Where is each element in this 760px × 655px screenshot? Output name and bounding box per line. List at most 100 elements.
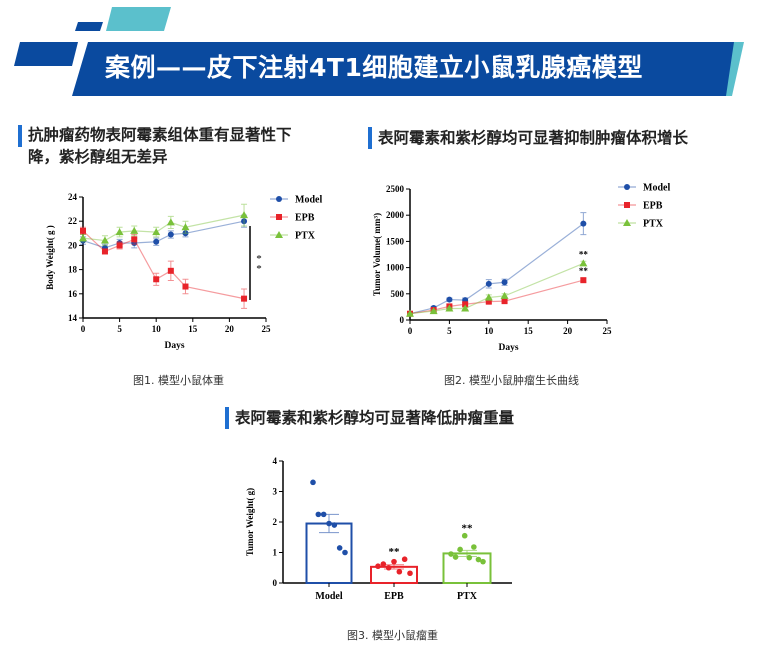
data-point: [480, 558, 486, 565]
data-point: [240, 211, 249, 219]
x-tick-label: 10: [152, 324, 162, 334]
legend-label: EPB: [643, 201, 663, 212]
y-tick-label: 22: [68, 216, 78, 226]
data-point: [407, 570, 413, 577]
data-point: [406, 309, 414, 317]
data-point: [315, 511, 322, 518]
data-point: [624, 184, 630, 190]
data-point: [115, 228, 124, 236]
x-tick-label: 25: [603, 326, 613, 336]
data-point: [462, 301, 469, 308]
x-tick-label: 5: [447, 326, 452, 336]
data-point: [275, 231, 283, 238]
significance-mark: **: [579, 266, 589, 276]
legend-label: PTX: [643, 219, 664, 230]
data-point: [466, 554, 473, 561]
data-point: [500, 291, 509, 299]
tumor-volume-chart: 0 500 1000 1500 2000 2500 0 5 10 15 20 25 Tumor Volu…: [372, 183, 670, 354]
x-tick-label: 15: [188, 324, 198, 334]
heading-marker: [225, 407, 229, 429]
y-tick-label: 24: [68, 192, 78, 202]
x-axis-label: Days: [498, 343, 518, 353]
heading-line: 抗肿瘤药物表阿霉素组体重有显著性下: [28, 126, 292, 144]
data-point: [276, 214, 282, 220]
x-tick-label: 20: [563, 326, 573, 336]
series-line: [82, 214, 245, 242]
significance-mark: *: [256, 253, 262, 265]
heading-line: 降，紫杉醇组无差异: [28, 148, 168, 166]
data-point: [501, 298, 508, 305]
data-point: [130, 226, 139, 234]
data-point: [380, 561, 387, 567]
data-point: [336, 545, 343, 551]
series-line: [409, 223, 584, 315]
data-point: [375, 563, 381, 570]
data-point: [446, 296, 453, 303]
data-point: [457, 546, 463, 553]
data-point: [396, 568, 403, 575]
section1-heading: 抗肿瘤药物表阿霉素组体重有显著性下 降，紫杉醇组无差异: [28, 124, 292, 168]
x-tick-label: 15: [524, 326, 534, 336]
data-point: [101, 248, 108, 255]
x-axis-label: Days: [164, 341, 184, 351]
data-point: [320, 511, 327, 518]
category-label: EPB: [384, 591, 404, 602]
data-point: [485, 280, 492, 287]
y-tick-label: 1000: [386, 263, 405, 273]
y-tick-label: 2: [273, 517, 278, 527]
significance-mark: **: [462, 523, 474, 535]
y-tick-label: 18: [68, 265, 78, 275]
data-point: [342, 549, 348, 556]
data-point: [153, 276, 160, 283]
data-point: [116, 242, 123, 249]
category-label: PTX: [457, 591, 478, 602]
heading-marker: [368, 127, 372, 149]
data-point: [131, 236, 138, 243]
x-tick-label: 10: [484, 326, 494, 336]
data-point: [152, 228, 161, 236]
data-point: [79, 234, 87, 242]
legend-label: EPB: [295, 213, 315, 224]
data-point: [501, 279, 508, 286]
figure2-caption: 图2. 模型小鼠肿瘤生长曲线: [444, 374, 579, 387]
banner-title: 案例——皮下注射4T1细胞建立小鼠乳腺癌模型: [105, 53, 643, 82]
y-tick-label: 2000: [386, 210, 405, 220]
data-point: [452, 554, 459, 560]
data-point: [167, 231, 174, 238]
data-point: [485, 298, 492, 305]
data-point: [624, 202, 630, 208]
data-point: [623, 219, 631, 226]
heading-marker: [18, 125, 22, 147]
data-point: [331, 522, 338, 528]
banner-graphic: [14, 7, 744, 96]
significance-mark: **: [579, 249, 589, 259]
y-tick-label: 0: [273, 578, 278, 588]
y-tick-label: 20: [68, 240, 78, 250]
figure3-caption: 图3. 模型小鼠瘤重: [347, 629, 438, 642]
data-point: [241, 295, 248, 302]
y-tick-label: 2500: [386, 184, 405, 194]
y-tick-label: 1500: [386, 236, 405, 246]
data-point: [391, 558, 397, 565]
y-tick-label: 1: [273, 548, 278, 558]
data-point: [429, 307, 438, 315]
y-tick-label: 4: [273, 456, 278, 466]
data-point: [461, 304, 470, 312]
data-point: [100, 236, 109, 244]
body-weight-chart: 14 16 18 20 22 24 0 5 10 15 20 25 Body Weight( g ) Da…: [45, 192, 322, 351]
data-point: [579, 259, 588, 267]
figure1-caption: 图1. 模型小鼠体重: [133, 374, 224, 387]
significance-mark: **: [389, 546, 401, 558]
legend-label: PTX: [295, 231, 316, 242]
data-point: [461, 532, 468, 539]
data-point: [401, 556, 408, 563]
x-tick-label: 25: [262, 324, 272, 334]
data-point: [385, 564, 392, 571]
x-tick-label: 5: [117, 324, 122, 334]
y-axis-label: Body Weight( g ): [45, 225, 55, 290]
y-axis-label: Tumor Volume( mm³): [372, 213, 382, 296]
data-point: [445, 304, 454, 312]
data-point: [181, 223, 190, 231]
data-point: [471, 544, 477, 550]
data-point: [80, 227, 86, 234]
